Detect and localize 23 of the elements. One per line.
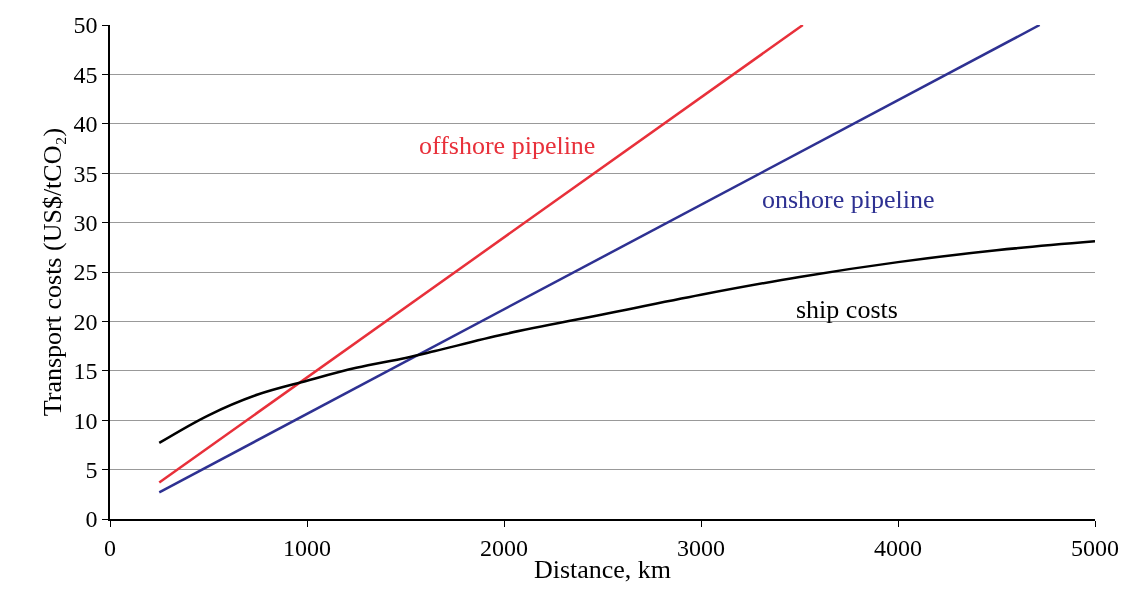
y-tick-label: 35 [73, 160, 98, 187]
y-tick-label: 10 [73, 407, 98, 434]
y-axis-title: Transport costs (US$/tCO₂) [38, 127, 68, 417]
series-label: ship costs [796, 295, 898, 324]
y-tick-label: 20 [73, 308, 98, 335]
series-label: offshore pipeline [419, 131, 596, 160]
x-tick-label: 4000 [874, 534, 922, 561]
x-tick-label: 1000 [283, 534, 331, 561]
y-tick-label: 50 [73, 12, 98, 39]
y-tick-label: 40 [73, 111, 98, 138]
y-tick-label: 0 [85, 506, 98, 533]
x-tick-label: 2000 [480, 534, 528, 561]
y-tick-label: 25 [73, 259, 98, 286]
x-axis-title: Distance, km [533, 554, 672, 584]
y-tick-label: 45 [73, 61, 98, 88]
x-tick-label: 3000 [677, 534, 725, 561]
x-tick-label: 0 [104, 534, 116, 561]
y-tick-label: 5 [85, 457, 98, 483]
line-series [158, 240, 1095, 445]
y-tick-label: 30 [73, 210, 98, 236]
series-label: onshore pipeline [762, 185, 935, 214]
x-tick-label: 5000 [1071, 534, 1119, 561]
y-tick-label: 15 [73, 358, 98, 385]
